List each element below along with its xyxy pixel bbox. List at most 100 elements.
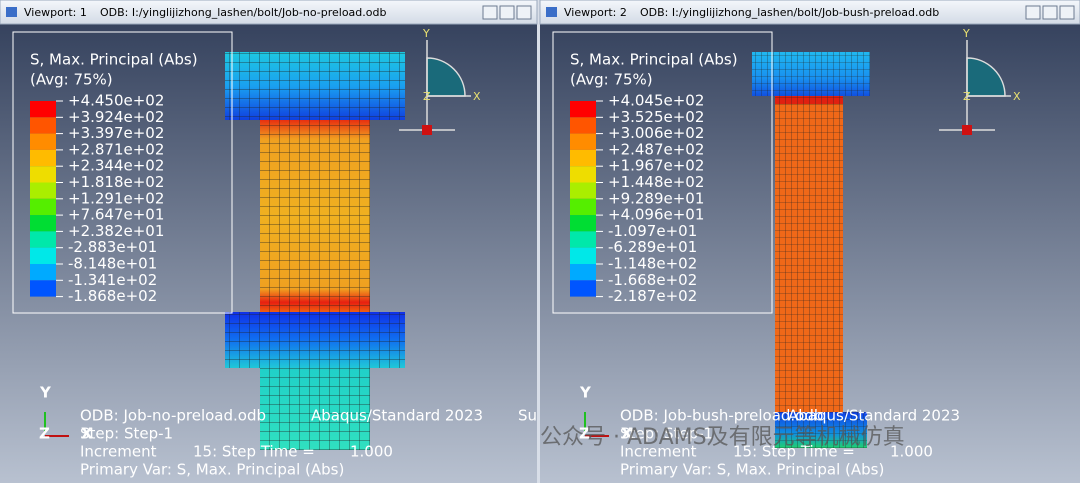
info-text: ODB: Job-bush-preload.odb [620,407,823,425]
legend-value: -1.097e+01 [608,222,697,240]
legend-value: +4.450e+02 [68,92,164,110]
legend-value: +7.647e+01 [68,206,164,224]
legend-value: +3.397e+02 [68,124,164,142]
axis-y: Y [39,384,52,402]
legend-title: S, Max. Principal (Abs) [30,51,198,69]
info-text: Increment [80,443,157,461]
watermark: 公众号 · ADAMS及有限元等机械仿真 [540,425,905,450]
legend-swatch [570,101,596,118]
restore-button[interactable] [1042,5,1058,20]
legend-value: +2.344e+02 [68,157,164,175]
triad-z: Z [963,90,971,103]
restore-button[interactable] [499,5,515,20]
legend-swatch [30,215,56,232]
axis-x: X [621,425,633,443]
legend-swatch [570,166,596,183]
info-text: Primary Var: S, Max. Principal (Abs) [80,461,344,479]
triad-origin [422,125,432,135]
legend-avg: (Avg: 75%) [30,71,113,89]
info-text: Primary Var: S, Max. Principal (Abs) [620,461,884,479]
legend-swatch [30,264,56,281]
title-bar [0,0,538,25]
minimize-button[interactable] [1025,5,1041,20]
legend-value: +1.291e+02 [68,189,164,207]
triad-origin [962,125,972,135]
viewport-icon [546,7,557,17]
legend-value: -1.148e+02 [608,255,697,273]
info-text: 1.000 [890,443,933,461]
legend-box [552,31,773,314]
legend-swatch [570,117,596,134]
axis-x: X [81,425,93,443]
close-button[interactable] [516,5,532,20]
legend-swatch [30,231,56,248]
legend-swatch [30,166,56,183]
legend-swatch [30,133,56,150]
mesh [225,52,405,120]
info-text: ODB: Job-no-preload.odb [80,407,266,425]
info-text: Step: Step-1 [80,425,173,443]
triad-y: Y [422,27,430,40]
close-button[interactable] [1059,5,1075,20]
legend-value: +1.448e+02 [608,173,704,191]
triad-x: X [473,90,481,103]
legend-swatch [30,247,56,264]
legend-value: -6.289e+01 [608,238,697,256]
info-text: 1.000 [350,443,393,461]
legend-swatch [570,247,596,264]
legend-value: -1.341e+02 [68,271,157,289]
legend-value: +1.818e+02 [68,173,164,191]
triad-x: X [1013,90,1021,103]
viewport-title: Viewport: 1 [24,6,87,19]
legend-value: -1.868e+02 [68,287,157,305]
legend-value: +2.871e+02 [68,140,164,158]
legend-value: +2.382e+01 [68,222,164,240]
info-text: 15: Step Time = [193,443,315,461]
legend-swatch [30,198,56,216]
legend-value: +4.096e+01 [608,206,704,224]
legend-swatch [570,182,596,199]
divider [537,0,540,483]
viewport-ui: Viewport: 1 ODB: I:/yinglijizhong_lashen/… [0,0,538,479]
legend-swatch [30,117,56,134]
info-text: 15: Step Time = [733,443,855,461]
info-text: Abaqus/Standard 2023 [311,407,483,425]
minimize-button[interactable] [482,5,498,20]
triad-z: Z [423,90,431,103]
mesh [775,412,867,448]
legend-swatch [570,231,596,248]
mesh [260,368,370,450]
odb-path: ODB: I:/yinglijizhong_lashen/bolt/Job-no… [100,6,386,19]
mesh [225,312,405,368]
odb-path: ODB: I:/yinglijizhong_lashen/bolt/Job-bu… [640,6,939,19]
viewport-icon [6,7,17,17]
viewport-ui: Viewport: 2 ODB: I:/yinglijizhong_lashen/… [539,0,1080,479]
legend-value: -1.668e+02 [608,271,697,289]
info-text: Su [518,407,537,425]
legend-swatch [570,280,596,297]
legend-swatch [30,280,56,296]
triad-y: Y [962,27,970,40]
bolt-model [225,52,405,450]
legend-swatch [570,198,596,216]
legend-box [12,31,233,314]
legend-swatch [570,215,596,232]
legend-swatch [30,101,56,118]
info-text: Step: Step-1 [620,425,713,443]
legend-swatch [570,264,596,281]
viewport-title: Viewport: 2 [564,6,627,19]
legend-swatch [30,149,56,167]
legend-value: +3.924e+02 [68,108,164,126]
legend-swatch [30,280,56,297]
legend-value: -8.148e+01 [68,255,157,273]
mesh [260,120,370,312]
legend-swatch [570,133,596,150]
legend-value: +3.525e+02 [608,108,704,126]
legend-value: -2.187e+02 [608,287,697,305]
title-bar [539,0,1080,25]
axis-z: Z [39,425,50,443]
legend-swatch [30,182,56,199]
axis-z: Z [579,425,590,443]
